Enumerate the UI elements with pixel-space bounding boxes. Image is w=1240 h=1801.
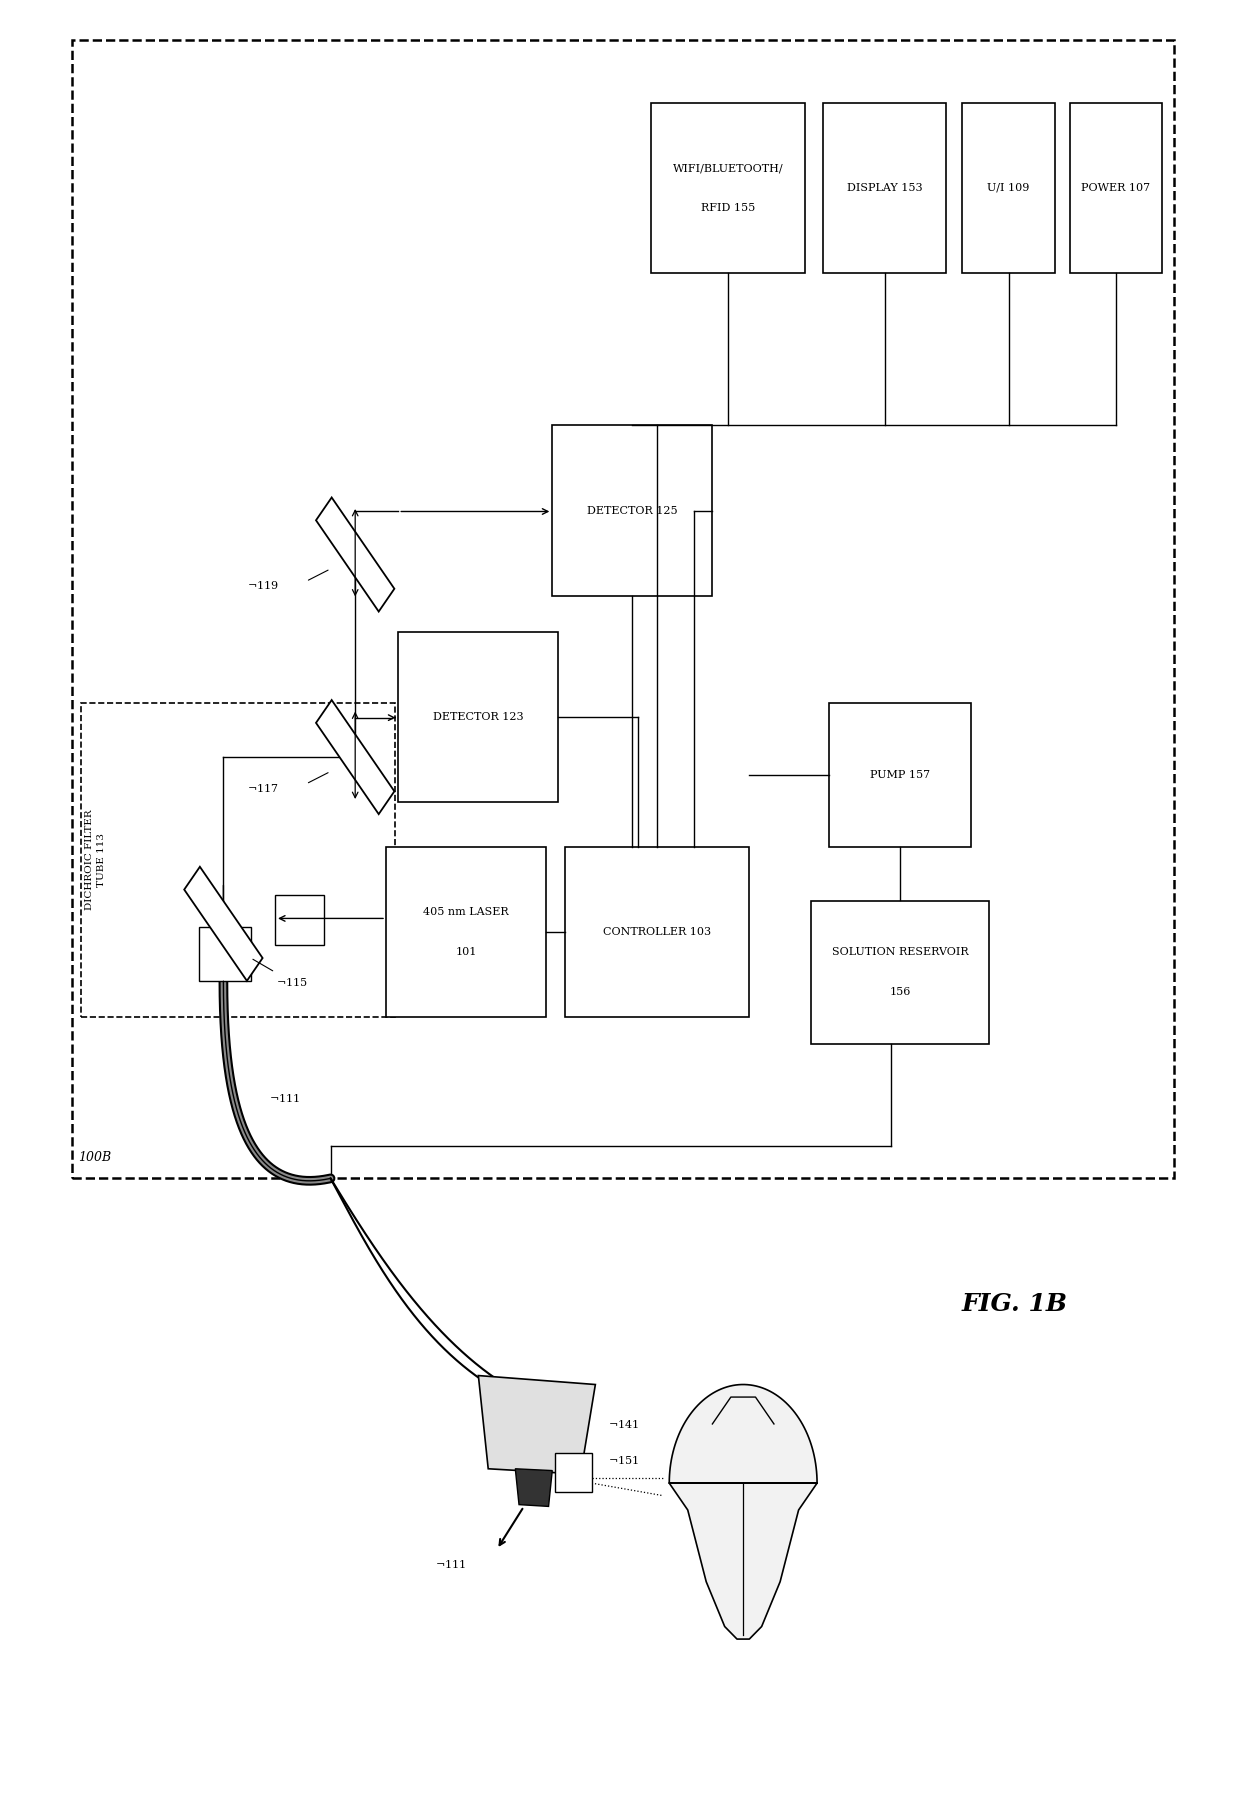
Bar [386, 846, 546, 1018]
Bar [398, 632, 558, 801]
Text: 156: 156 [889, 987, 911, 998]
Bar [564, 846, 749, 1018]
Polygon shape [479, 1376, 595, 1475]
Bar [552, 425, 712, 596]
Text: DISPLAY 153: DISPLAY 153 [847, 184, 923, 193]
Bar [554, 1453, 591, 1491]
Bar [962, 103, 1055, 274]
Text: $\neg$141: $\neg$141 [608, 1417, 639, 1430]
Text: 405 nm LASER: 405 nm LASER [423, 908, 508, 917]
Text: $\neg$115: $\neg$115 [277, 976, 308, 987]
Text: CONTROLLER 103: CONTROLLER 103 [603, 928, 711, 937]
Polygon shape [185, 866, 263, 982]
Text: $\neg$151: $\neg$151 [608, 1453, 639, 1466]
Polygon shape [516, 1470, 552, 1506]
Text: DETECTOR 123: DETECTOR 123 [433, 711, 523, 722]
Bar [275, 895, 325, 946]
Polygon shape [670, 1385, 817, 1639]
Text: DETECTOR 125: DETECTOR 125 [587, 506, 677, 515]
Bar [1070, 103, 1162, 274]
Bar [198, 928, 250, 982]
Bar [823, 103, 946, 274]
Polygon shape [316, 497, 394, 612]
Bar [651, 103, 805, 274]
Text: SOLUTION RESERVOIR: SOLUTION RESERVOIR [832, 947, 968, 958]
Text: FIG. 1B: FIG. 1B [961, 1291, 1068, 1317]
Text: POWER 107: POWER 107 [1081, 184, 1151, 193]
Text: WIFI/BLUETOOTH/: WIFI/BLUETOOTH/ [672, 164, 784, 173]
Text: $\neg$111: $\neg$111 [435, 1558, 466, 1570]
Polygon shape [316, 701, 394, 814]
Text: $\neg$117: $\neg$117 [247, 782, 279, 794]
Text: U/I 109: U/I 109 [987, 184, 1029, 193]
Text: $\neg$119: $\neg$119 [247, 578, 279, 591]
Bar [81, 704, 394, 1018]
Bar [811, 900, 990, 1045]
Bar [72, 40, 1174, 1178]
Text: RFID 155: RFID 155 [701, 204, 755, 213]
Text: PUMP 157: PUMP 157 [870, 771, 930, 780]
Text: 100B: 100B [78, 1151, 112, 1163]
Text: 101: 101 [455, 947, 476, 956]
Bar [830, 704, 971, 846]
Text: DICHROIC FILTER
TUBE 113: DICHROIC FILTER TUBE 113 [84, 810, 107, 911]
Text: $\neg$111: $\neg$111 [269, 1091, 300, 1104]
